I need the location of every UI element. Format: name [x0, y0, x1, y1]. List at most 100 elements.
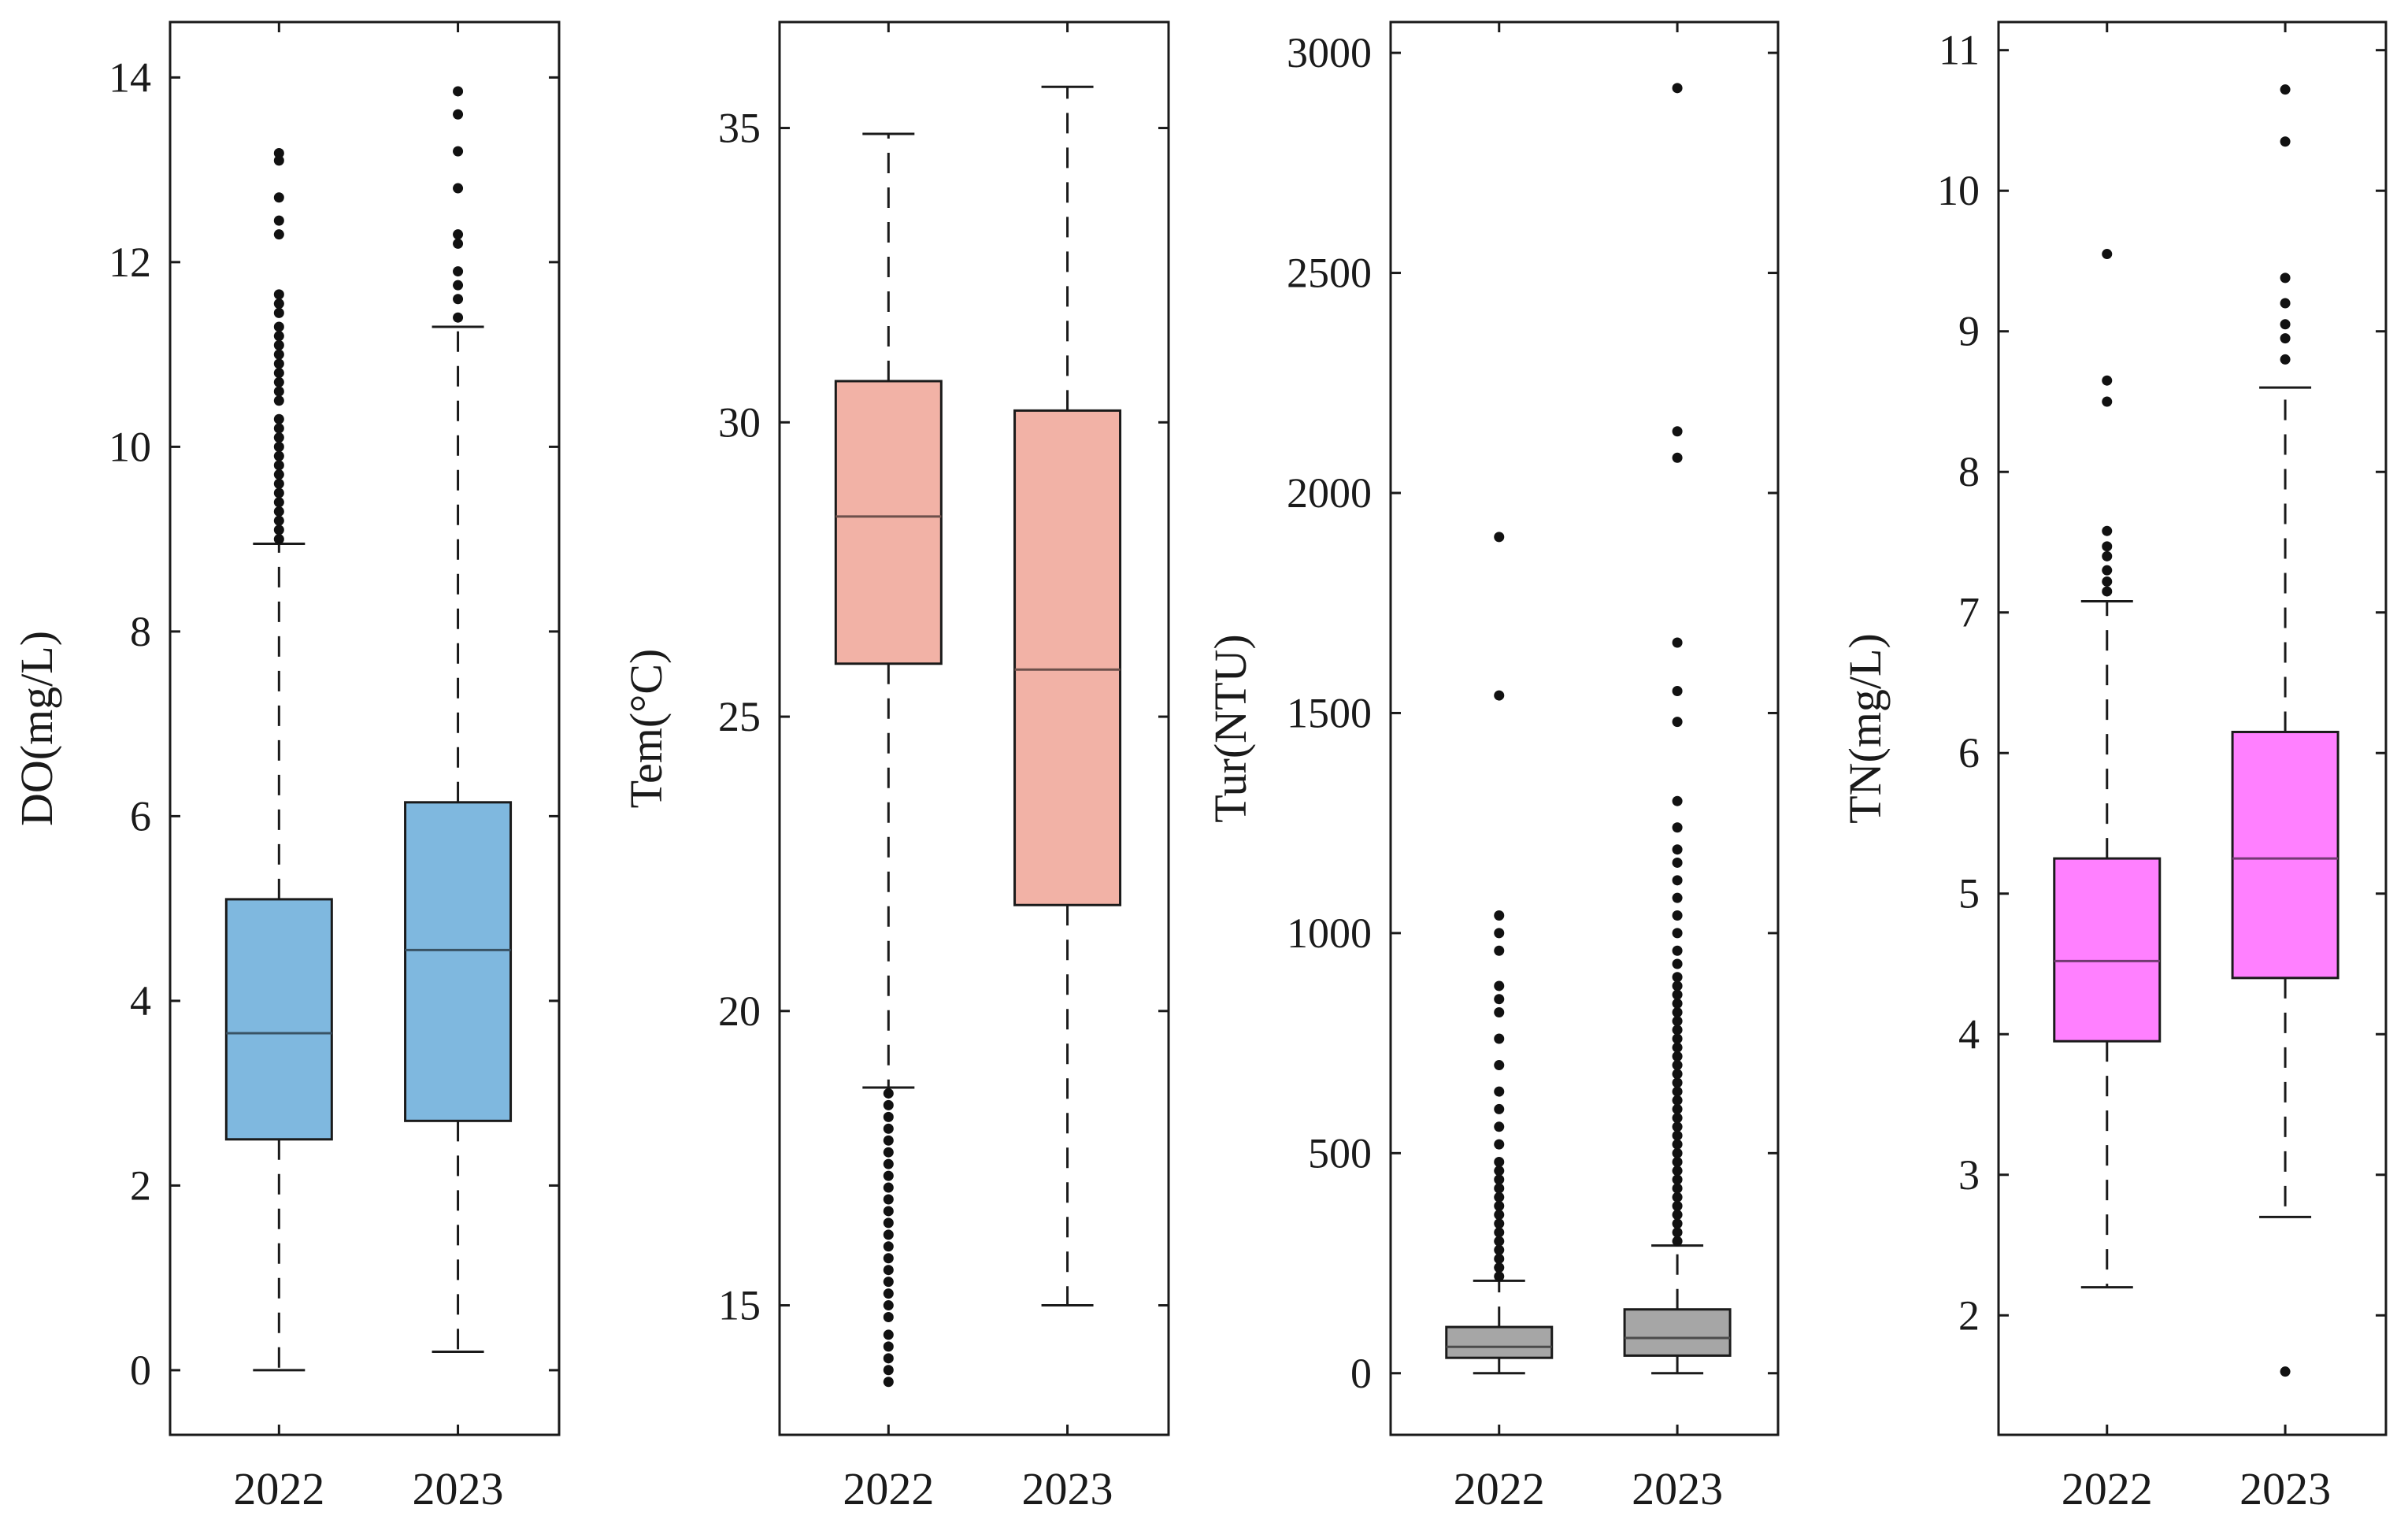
x-tick-label-2022: 2022: [843, 1463, 934, 1514]
outlier-point: [883, 1135, 894, 1146]
outlier-point: [273, 506, 284, 517]
outlier-point: [1494, 1174, 1505, 1185]
outlier-point: [1494, 1253, 1505, 1264]
outlier-point: [2102, 375, 2113, 386]
outlier-point: [1672, 945, 1683, 956]
y-tick-label: 20: [718, 988, 761, 1035]
outlier-point: [273, 497, 284, 508]
outlier-point: [883, 1217, 894, 1229]
axes-frame: [1389, 20, 1780, 1436]
outlier-point: [883, 1288, 894, 1299]
outlier-point: [273, 148, 284, 159]
y-axis-label: Tur(NTU): [1205, 634, 1256, 823]
y-tick-label: 9: [1958, 308, 1980, 355]
outlier-point: [1672, 1121, 1683, 1132]
outlier-point: [1672, 1236, 1683, 1247]
x-tick-label-2023: 2023: [413, 1463, 504, 1514]
box-2022: [834, 132, 943, 1388]
outlier-point: [1672, 1016, 1683, 1027]
outlier-point: [1494, 1236, 1505, 1247]
y-tick-label: 35: [718, 105, 761, 152]
outlier-point: [273, 215, 284, 226]
panel-3: 0 500 1000 1500 2000 2500 3000 Tur(NTU) 2022 2023: [1205, 20, 1780, 1514]
y-tick-label: 0: [130, 1347, 151, 1394]
outlier-point: [1672, 1042, 1683, 1053]
outlier-point: [883, 1377, 894, 1388]
outlier-point: [273, 487, 284, 498]
outlier-point: [1672, 958, 1683, 969]
y-tick-label: 2500: [1287, 250, 1372, 297]
outlier-point: [1494, 1103, 1505, 1114]
outlier-point: [1494, 910, 1505, 921]
outlier-point: [1494, 928, 1505, 939]
outlier-point: [273, 298, 284, 309]
outlier-point: [273, 478, 284, 489]
y-tick-label: 5: [1958, 870, 1980, 917]
outlier-point: [1672, 1139, 1683, 1150]
outlier-point: [273, 289, 284, 300]
outlier-point: [1672, 857, 1683, 868]
outlier-point: [1672, 1130, 1683, 1141]
outlier-point: [453, 280, 464, 291]
outlier-point: [1672, 717, 1683, 728]
outlier-point: [1672, 1025, 1683, 1036]
outlier-point: [1672, 426, 1683, 437]
iqr-box: [1623, 1308, 1732, 1357]
y-tick-label: 3000: [1287, 29, 1372, 76]
outlier-point: [273, 450, 284, 461]
outlier-point: [1672, 1227, 1683, 1238]
outlier-point: [883, 1341, 894, 1352]
outlier-point: [1672, 685, 1683, 696]
y-tick-label: 500: [1308, 1129, 1372, 1177]
x-tick-label-2022: 2022: [2062, 1463, 2153, 1514]
outlier-point: [1494, 1271, 1505, 1282]
outlier-point: [273, 376, 284, 387]
outlier-point: [2280, 84, 2291, 95]
outlier-point: [1672, 1183, 1683, 1194]
outlier-point: [273, 307, 284, 318]
x-tick-label-2023: 2023: [1632, 1463, 1723, 1514]
outlier-point: [1494, 1156, 1505, 1167]
outlier-point: [883, 1194, 894, 1205]
outlier-point: [1672, 1174, 1683, 1185]
outlier-point: [1672, 637, 1683, 648]
outlier-point: [883, 1099, 894, 1110]
outlier-point: [883, 1241, 894, 1252]
outlier-point: [2280, 136, 2291, 147]
y-tick-label: 2000: [1287, 469, 1372, 517]
outlier-point: [453, 183, 464, 194]
y-tick-label: 2: [1958, 1292, 1980, 1339]
outlier-point: [2102, 396, 2113, 407]
outlier-point: [883, 1111, 894, 1122]
outlier-point: [1672, 822, 1683, 833]
box-2023: [2231, 84, 2339, 1377]
axes-frame: [169, 20, 561, 1436]
outlier-point: [273, 192, 284, 203]
y-tick-label: 30: [718, 398, 761, 446]
outlier-point: [2102, 541, 2113, 552]
outlier-point: [1494, 1121, 1505, 1132]
outlier-point: [883, 1300, 894, 1311]
outlier-point: [883, 1158, 894, 1169]
outlier-point: [1672, 980, 1683, 991]
outlier-point: [883, 1229, 894, 1240]
outlier-point: [883, 1353, 894, 1364]
box-2022: [224, 148, 333, 1372]
iqr-box: [1013, 409, 1122, 906]
outlier-point: [1672, 928, 1683, 939]
outlier-point: [1494, 1139, 1505, 1150]
outlier-point: [1494, 994, 1505, 1005]
y-axis-label: Tem(°C): [621, 649, 672, 809]
outlier-point: [2102, 586, 2113, 597]
iqr-box: [1445, 1325, 1554, 1359]
outlier-point: [883, 1329, 894, 1340]
outlier-point: [273, 331, 284, 342]
outlier-point: [453, 312, 464, 323]
axes-frame: [778, 20, 1170, 1436]
outlier-point: [1494, 1262, 1505, 1273]
panel-4: 2 3 4 5 6 7 8 9 10 11 TN(mg/L) 2022 2023: [1839, 20, 2388, 1514]
outlier-point: [273, 460, 284, 471]
box-2023: [404, 86, 513, 1353]
x-tick-label-2022: 2022: [1454, 1463, 1545, 1514]
outlier-point: [1672, 892, 1683, 903]
